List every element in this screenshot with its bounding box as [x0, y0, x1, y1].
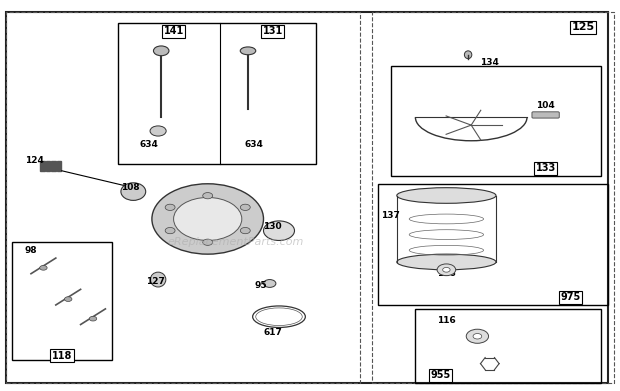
Text: 137: 137: [381, 210, 400, 220]
Circle shape: [152, 184, 264, 254]
Text: 634: 634: [245, 140, 264, 149]
Text: 98: 98: [25, 246, 37, 255]
Text: 134: 134: [480, 58, 499, 67]
Circle shape: [241, 228, 250, 234]
Circle shape: [165, 204, 175, 210]
Text: 127: 127: [146, 277, 164, 286]
Text: 130: 130: [264, 222, 282, 231]
Circle shape: [264, 280, 276, 287]
Text: 634: 634: [140, 140, 158, 149]
Text: 133: 133: [536, 163, 556, 173]
Circle shape: [443, 267, 450, 272]
Text: 108: 108: [121, 183, 140, 192]
Ellipse shape: [150, 272, 166, 287]
Text: 975: 975: [560, 292, 580, 302]
Circle shape: [203, 239, 213, 246]
Bar: [51, 161, 56, 171]
Text: 141: 141: [164, 26, 184, 36]
Ellipse shape: [154, 46, 169, 56]
Circle shape: [203, 192, 213, 199]
FancyBboxPatch shape: [532, 112, 559, 118]
Text: 124: 124: [25, 156, 43, 165]
Text: 116: 116: [437, 316, 456, 325]
Text: 617: 617: [264, 328, 282, 337]
Text: 955: 955: [430, 370, 450, 380]
Bar: [40, 161, 45, 171]
Circle shape: [64, 297, 72, 301]
Circle shape: [174, 197, 242, 240]
Ellipse shape: [121, 183, 146, 200]
Circle shape: [165, 228, 175, 234]
Text: 104: 104: [536, 101, 555, 110]
Text: 95: 95: [254, 281, 267, 290]
Text: 125: 125: [571, 22, 595, 32]
Bar: [46, 161, 50, 171]
Text: 116: 116: [437, 269, 456, 278]
Ellipse shape: [464, 51, 472, 59]
Circle shape: [150, 126, 166, 136]
Text: 118: 118: [52, 351, 72, 361]
Circle shape: [40, 265, 47, 270]
Ellipse shape: [241, 47, 255, 55]
Circle shape: [264, 221, 294, 240]
Circle shape: [437, 264, 456, 276]
Bar: [57, 161, 61, 171]
Text: 131: 131: [263, 26, 283, 36]
Ellipse shape: [397, 254, 496, 270]
Circle shape: [89, 316, 97, 321]
Text: eReplacementParts.com: eReplacementParts.com: [167, 237, 304, 248]
Ellipse shape: [397, 188, 496, 203]
Circle shape: [241, 204, 250, 210]
Circle shape: [473, 334, 482, 339]
Circle shape: [466, 329, 489, 343]
